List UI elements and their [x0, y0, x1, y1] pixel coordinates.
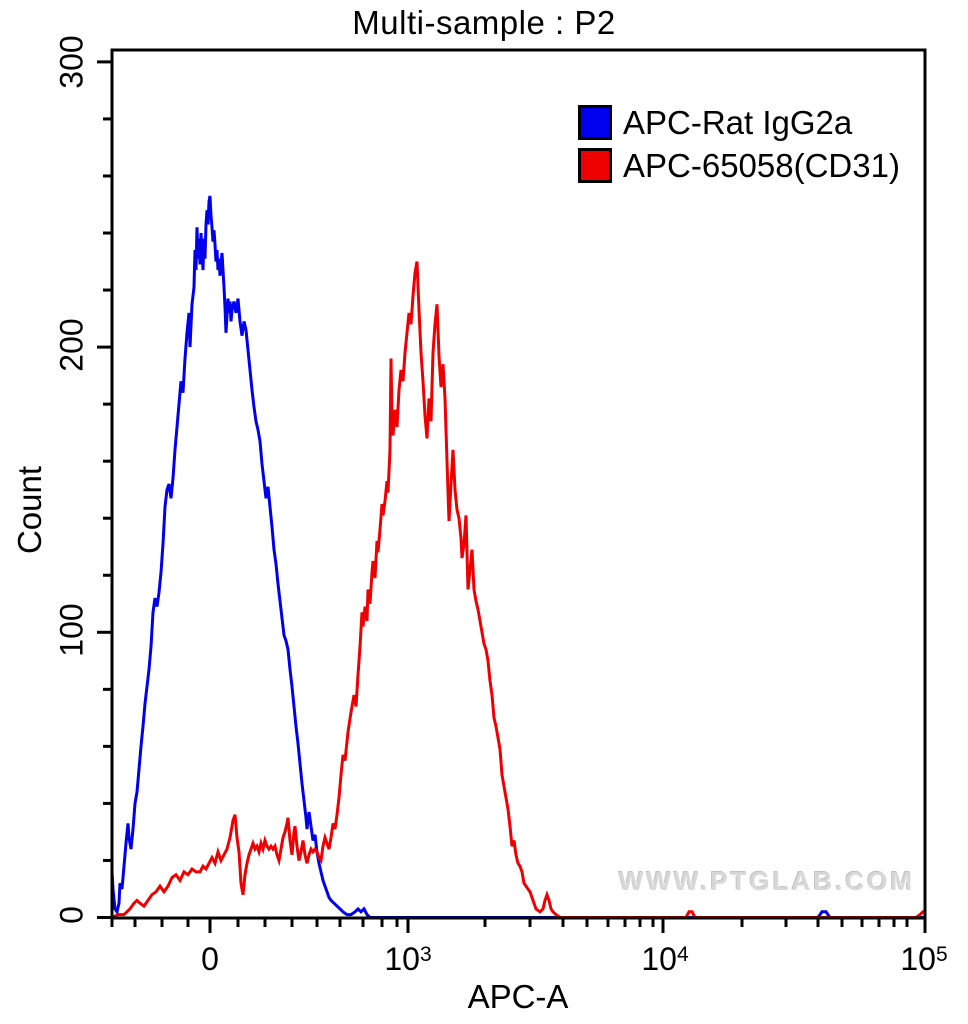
y-tick-label-0: 0 [53, 906, 90, 924]
chart-title: Multi-sample : P2 [352, 4, 616, 41]
y-tick-label-300: 300 [53, 35, 90, 89]
histogram-curves [110, 195, 925, 919]
plot-frame [110, 48, 927, 920]
legend-label-igg2a: APC-Rat IgG2a [623, 103, 853, 141]
y-tick-label-200: 200 [53, 318, 90, 372]
blue-histogram-curve [110, 195, 925, 919]
y-tick-label-100: 100 [53, 603, 90, 657]
legend-item-igg2a: APC-Rat IgG2a [578, 101, 900, 144]
legend-item-cd31: APC-65058(CD31) [578, 144, 900, 187]
red-histogram-curve [111, 261, 925, 919]
legend-label-cd31: APC-65058(CD31) [623, 146, 900, 184]
x-axis-label: APC-A [467, 978, 569, 1015]
x-tick-label-1e5: 105 [900, 941, 948, 977]
axis-ticks [97, 60, 927, 933]
legend: APC-Rat IgG2a APC-65058(CD31) [578, 101, 900, 187]
legend-swatch-red [578, 148, 612, 183]
x-tick-label-1e3: 103 [384, 941, 432, 977]
x-tick-label-0: 0 [201, 941, 219, 977]
y-axis-label: Count [11, 465, 48, 555]
watermark-text: WWW.PTGLAB.COM [618, 866, 916, 896]
x-tick-label-1e4: 104 [641, 941, 689, 977]
legend-swatch-blue [578, 105, 612, 140]
